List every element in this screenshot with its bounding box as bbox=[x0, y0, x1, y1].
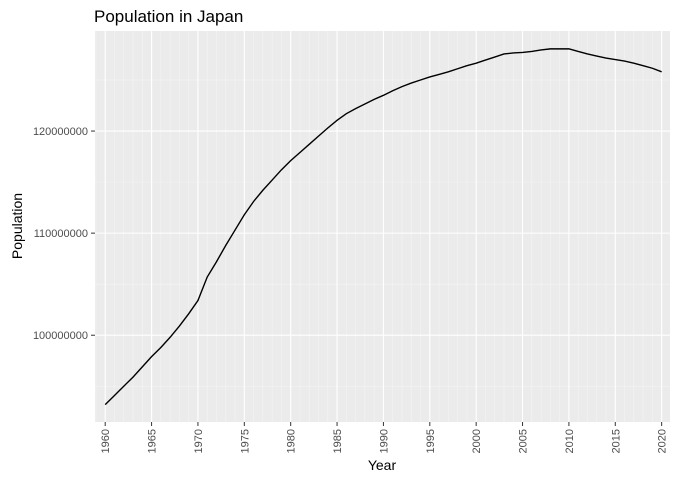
x-tick-label: 1960 bbox=[100, 429, 112, 453]
y-tick-label: 120000000 bbox=[33, 126, 88, 138]
x-tick-label: 1990 bbox=[378, 429, 390, 453]
chart-title: Population in Japan bbox=[94, 7, 243, 26]
y-axis: 100000000 110000000 120000000 bbox=[33, 126, 95, 342]
y-tick-label: 100000000 bbox=[33, 330, 88, 342]
x-tick-label: 2000 bbox=[471, 429, 483, 453]
minor-gridlines bbox=[95, 31, 670, 422]
y-axis-label: Population bbox=[9, 193, 25, 259]
population-line bbox=[104, 48, 662, 406]
x-axis-label: Year bbox=[368, 457, 397, 473]
x-tick-label: 2020 bbox=[657, 429, 669, 453]
x-axis: 1960 1965 1970 1975 1980 1985 1990 1995 2000 2005… bbox=[100, 422, 669, 453]
x-tick-label: 2005 bbox=[518, 429, 530, 453]
x-tick-label: 1985 bbox=[332, 429, 344, 453]
x-tick-label: 1970 bbox=[193, 429, 205, 453]
plot-panel bbox=[95, 31, 670, 422]
x-tick-label: 1965 bbox=[147, 429, 159, 453]
y-tick-label: 110000000 bbox=[34, 228, 88, 240]
x-tick-label: 1980 bbox=[286, 429, 298, 453]
x-tick-label: 2010 bbox=[564, 429, 576, 453]
major-gridlines bbox=[95, 31, 670, 422]
x-tick-label: 1975 bbox=[239, 429, 251, 453]
x-tick-label: 2015 bbox=[610, 429, 622, 453]
x-tick-label: 1995 bbox=[425, 429, 437, 453]
